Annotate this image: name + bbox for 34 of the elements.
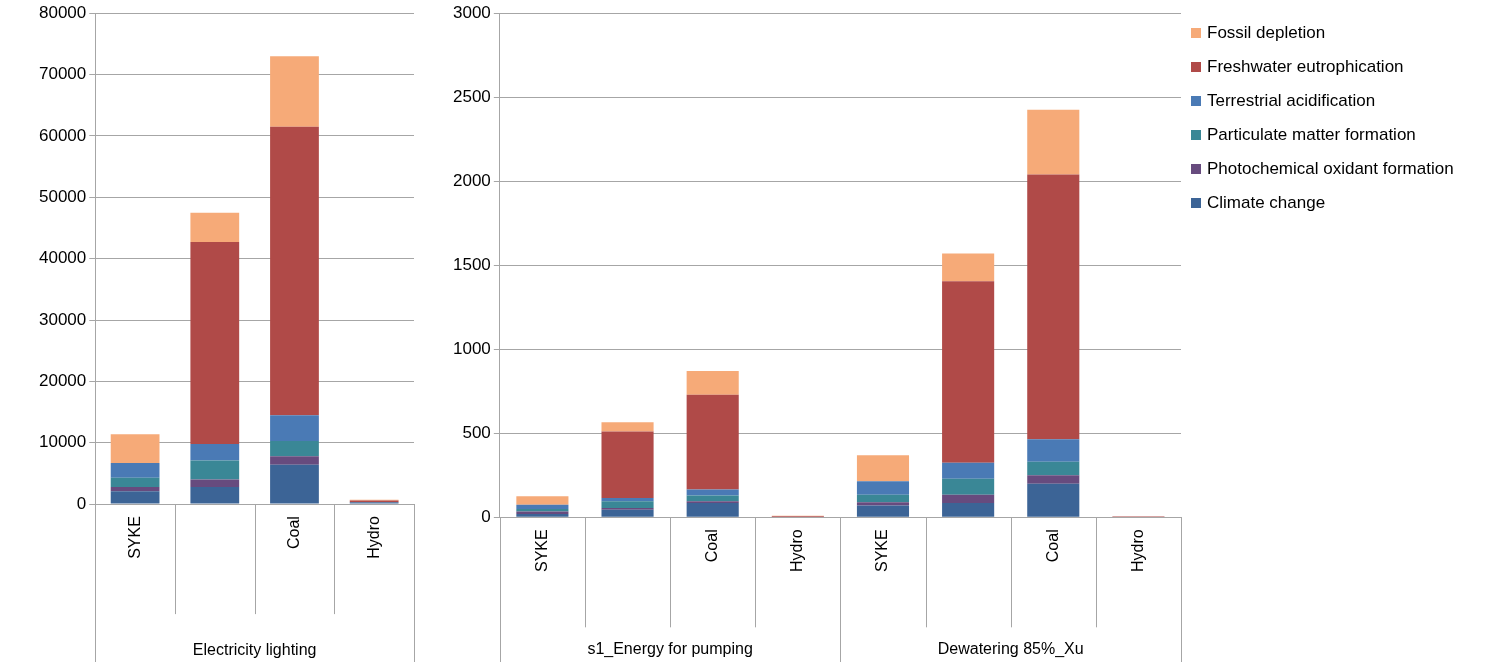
- y-tick-label: 2000: [452, 170, 491, 190]
- x-tick-label: SYKE: [873, 529, 891, 572]
- y-tick-label: 0: [76, 493, 87, 513]
- x-tick-label: SYKE: [532, 529, 550, 572]
- text: Dewatering 85%_Xu: [937, 640, 1084, 659]
- y-tick-label: 2500: [452, 86, 491, 106]
- legend-label: Freshwater eutrophication: [1207, 56, 1404, 77]
- y-tick-label: 50000: [38, 186, 87, 206]
- text: s1_Energy for pumping: [587, 640, 753, 659]
- x-tick-label: Hydro: [1128, 529, 1146, 572]
- y-tick-label: 0: [481, 507, 491, 526]
- y-tick-label: 10000: [38, 432, 87, 452]
- legend-label: Fossil depletion: [1207, 22, 1326, 43]
- y-tick-label: 70000: [38, 64, 87, 84]
- legend-label: Particulate matter formation: [1207, 124, 1416, 145]
- y-tick-label: 30000: [38, 309, 87, 329]
- x-tick-label: Coal: [703, 529, 721, 563]
- y-tick-label: 3000: [452, 2, 491, 22]
- x-axis-title: Electricity lighting: [192, 640, 317, 658]
- legend-label: Photochemical oxidant formation: [1207, 158, 1454, 179]
- x-tick-label: Hydro: [364, 516, 382, 559]
- y-tick-label: 1000: [452, 338, 491, 358]
- legend-label: Terrestrial acidification: [1207, 90, 1376, 111]
- x-tick-label: Hydro: [788, 529, 806, 572]
- y-tick-label: 80000: [38, 2, 87, 22]
- y-tick-label: 500: [462, 422, 491, 442]
- x-tick-label: SYKE: [125, 516, 143, 559]
- y-tick-label: 20000: [38, 371, 87, 391]
- y-tick-label: 1500: [452, 254, 491, 274]
- y-tick-label: 60000: [38, 125, 87, 145]
- legend-label: Climate change: [1207, 192, 1326, 213]
- x-tick-label: Coal: [284, 516, 302, 550]
- y-tick-label: 40000: [38, 248, 87, 268]
- x-tick-label: Coal: [1043, 529, 1061, 563]
